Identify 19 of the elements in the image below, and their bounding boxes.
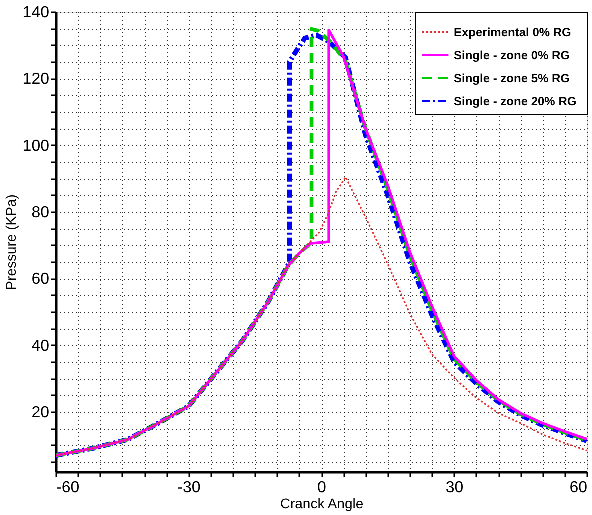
legend-label: Single - zone 5% RG: [454, 72, 570, 86]
y-tick-label: 20: [32, 404, 50, 422]
y-tick-label: 140: [22, 4, 50, 22]
x-tick-label: 0: [318, 480, 327, 496]
y-tick-label: 100: [22, 138, 50, 155]
x-axis-title: Cranck Angle: [280, 496, 364, 512]
x-tick-label: -30: [178, 480, 201, 496]
legend-label: Single - zone 20% RG: [454, 94, 577, 108]
y-axis-title: Pressure (KPa): [2, 194, 19, 290]
legend-label: Single - zone 0% RG: [454, 48, 570, 62]
y-tick-label: 80: [32, 204, 50, 222]
y-tick-label: 60: [32, 271, 50, 288]
legend-label: Experimental 0% RG: [454, 26, 572, 40]
x-tick-label: -60: [56, 480, 80, 496]
x-tick-label: 30: [446, 480, 464, 496]
y-tick-label: 120: [22, 71, 50, 88]
line-series: [56, 176, 587, 456]
y-tick-label: 40: [32, 338, 50, 355]
x-tick-label: 60: [570, 480, 588, 496]
